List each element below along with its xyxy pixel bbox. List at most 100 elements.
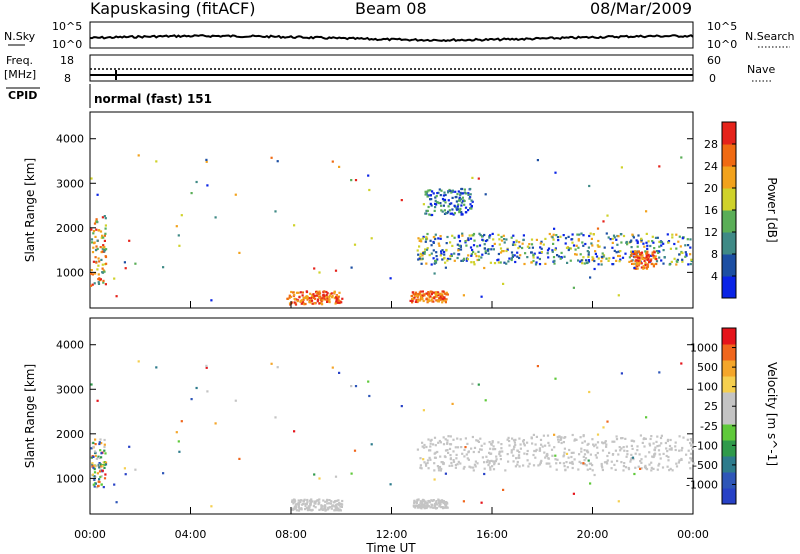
scatter-point: [618, 446, 621, 449]
scatter-point: [685, 453, 688, 456]
scatter-point: [462, 200, 465, 203]
scatter-point: [546, 249, 550, 252]
scatter-point: [444, 301, 447, 304]
scatter-point: [433, 436, 437, 439]
scatter-point: [538, 257, 541, 261]
scatter-point: [417, 299, 420, 302]
scatter-point: [318, 271, 321, 274]
scatter-point: [429, 189, 432, 192]
scatter-point: [455, 453, 458, 456]
scatter-point: [306, 501, 309, 504]
scatter-point: [554, 458, 557, 461]
scatter-point: [530, 261, 533, 264]
scatter-point: [484, 399, 487, 402]
scatter-point: [668, 444, 672, 448]
scatter-point: [587, 260, 591, 263]
scatter-point: [560, 256, 563, 259]
scatter-point: [447, 199, 450, 202]
scatter-point: [505, 238, 508, 241]
scatter-point: [419, 299, 422, 302]
scatter-point: [634, 250, 637, 253]
scatter-point: [578, 233, 581, 236]
colorbar-segment: [722, 166, 736, 189]
scatter-point: [551, 250, 554, 253]
scatter-point: [535, 435, 538, 438]
scatter-point: [660, 442, 663, 445]
scatter-point: [102, 236, 105, 239]
scatter-point: [541, 445, 544, 448]
scatter-point: [99, 438, 102, 441]
scatter-point: [434, 202, 437, 205]
scatter-point: [370, 237, 373, 240]
scatter-point: [554, 377, 557, 380]
scatter-point: [97, 455, 100, 458]
scatter-point: [90, 238, 94, 241]
scatter-point: [440, 506, 443, 509]
scatter-point: [340, 505, 343, 508]
scatter-point: [580, 259, 583, 262]
scatter-point: [563, 436, 566, 439]
scatter-point: [99, 246, 102, 249]
scatter-point: [565, 452, 569, 455]
scatter-point: [97, 485, 100, 488]
scatter-point: [643, 259, 646, 262]
scatter-point: [585, 464, 588, 467]
scatter-point: [652, 265, 655, 268]
scatter-point: [474, 465, 477, 468]
scatter-point: [615, 238, 618, 241]
scatter-point: [367, 174, 370, 177]
scatter-point: [536, 159, 539, 162]
scatter-point: [518, 437, 521, 440]
scatter-point: [440, 204, 443, 207]
scatter-point: [461, 234, 464, 237]
scatter-point: [592, 443, 595, 446]
scatter-point: [622, 469, 625, 472]
scatter-point: [328, 300, 331, 303]
scatter-point: [565, 246, 569, 249]
scatter-point: [424, 240, 427, 243]
scatter-point: [658, 453, 661, 456]
scatter-point: [353, 449, 357, 452]
scatter-point: [553, 446, 556, 449]
scatter-point: [104, 461, 108, 464]
scatter-point: [514, 243, 517, 246]
scatter-point: [276, 366, 279, 369]
scatter-point: [420, 467, 423, 470]
scatter-point: [437, 191, 440, 194]
scatter-point: [552, 238, 555, 241]
scatter-point: [571, 460, 574, 464]
scatter-point: [457, 203, 460, 206]
scatter-point: [483, 243, 486, 246]
scatter-point: [457, 236, 460, 239]
scatter-point: [430, 499, 433, 502]
scatter-point: [329, 502, 332, 505]
scatter-point: [439, 296, 442, 299]
scatter-point: [606, 420, 609, 423]
scatter-point: [299, 300, 303, 303]
scatter-point: [331, 505, 334, 508]
scatter-point: [481, 235, 484, 238]
scatter-point: [350, 266, 353, 269]
colorbar-segment: [722, 408, 736, 425]
scatter-point: [316, 499, 319, 502]
scatter-point: [304, 505, 307, 508]
scatter-point: [190, 398, 193, 401]
scatter-point: [102, 486, 105, 489]
scatter-point: [440, 250, 443, 253]
scatter-point: [586, 250, 589, 253]
scatter-point: [103, 445, 106, 449]
scatter-point: [485, 455, 488, 458]
scatter-point: [633, 472, 636, 476]
scatter-point: [640, 467, 643, 470]
scatter-point: [595, 456, 598, 459]
ytick-label: 3000: [56, 383, 84, 396]
scatter-point: [480, 256, 483, 259]
scatter-point: [659, 436, 663, 440]
scatter-point: [501, 450, 504, 453]
scatter-point: [628, 256, 631, 259]
scatter-point: [535, 448, 538, 451]
ytick-label: 4000: [56, 339, 84, 352]
scatter-point: [97, 281, 100, 284]
scatter-point: [646, 250, 649, 253]
scatter-point: [93, 471, 97, 474]
